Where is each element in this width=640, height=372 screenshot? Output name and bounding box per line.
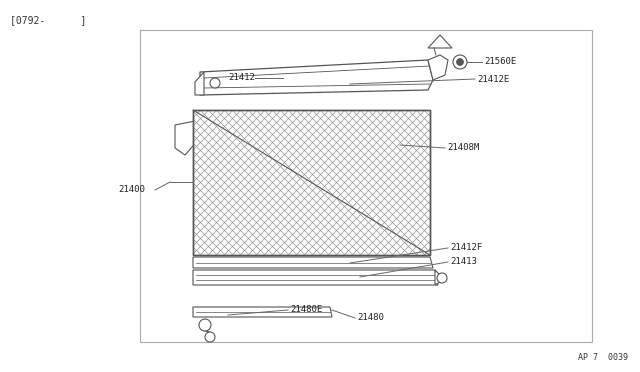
Polygon shape [435, 270, 440, 285]
Text: AP 7  0039: AP 7 0039 [578, 353, 628, 362]
Text: [0792-      ]: [0792- ] [10, 15, 86, 25]
Text: 21560E: 21560E [484, 58, 516, 67]
Bar [193, 110, 430, 255]
Polygon shape [428, 35, 452, 48]
Text: 21408M: 21408M [447, 144, 479, 153]
Polygon shape [193, 307, 332, 317]
Text: 21413: 21413 [450, 257, 477, 266]
Text: 21412: 21412 [228, 74, 255, 83]
Bar [140, 30, 592, 342]
Text: 21412E: 21412E [477, 74, 509, 83]
Polygon shape [175, 120, 205, 155]
Polygon shape [428, 55, 448, 80]
Bar [193, 110, 430, 255]
Text: 21400: 21400 [118, 186, 145, 195]
Text: 21480E: 21480E [290, 305, 323, 314]
Circle shape [453, 55, 467, 69]
Polygon shape [193, 257, 433, 268]
Circle shape [437, 273, 447, 283]
Circle shape [456, 58, 463, 65]
Circle shape [205, 332, 215, 342]
Circle shape [199, 319, 211, 331]
Polygon shape [193, 270, 438, 285]
Text: 21412F: 21412F [450, 244, 483, 253]
Polygon shape [195, 72, 204, 95]
Text: 21480: 21480 [357, 314, 384, 323]
Circle shape [210, 78, 220, 88]
Polygon shape [200, 60, 433, 95]
